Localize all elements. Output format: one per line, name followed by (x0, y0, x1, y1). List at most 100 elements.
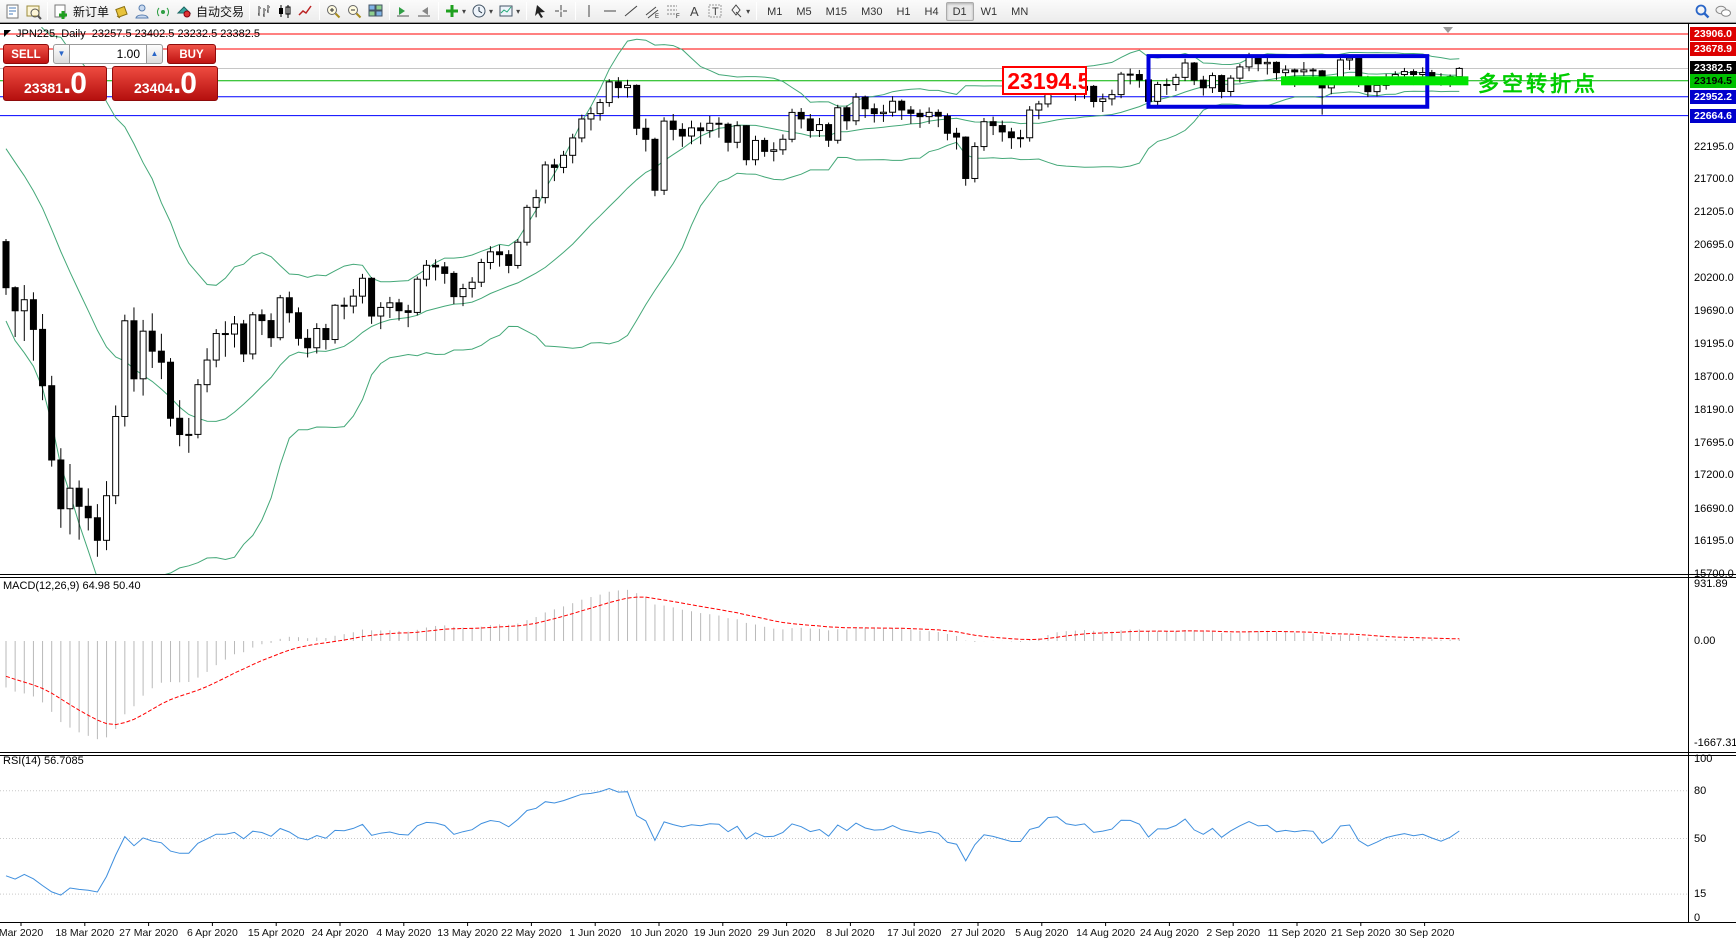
shapes-icon[interactable]: ▾ (726, 1, 753, 21)
candle-body (1400, 71, 1408, 76)
quote-panel-collapse-icon[interactable] (4, 30, 11, 37)
timeframe-button-m1[interactable]: M1 (767, 5, 783, 18)
buy-price-display[interactable]: 23404.0 (112, 66, 218, 101)
chart-window[interactable]: JPN225, Daily 23257.5 23402.5 23232.5 23… (0, 23, 1736, 941)
periods-icon[interactable]: ▾ (469, 1, 496, 21)
candle-body (980, 121, 988, 148)
indicators-dropdown-icon[interactable]: ▾ (462, 6, 467, 16)
templates-icon[interactable]: ▾ (496, 1, 523, 21)
search-icon[interactable] (1692, 1, 1713, 21)
sell-price-display[interactable]: 23381.0 (3, 66, 107, 101)
text-label-icon[interactable]: T (705, 1, 726, 21)
candle-body (441, 266, 449, 274)
thick-green-level-annotation (1281, 76, 1469, 86)
channel-icon[interactable]: E (642, 1, 663, 21)
timeframe-button-h4[interactable]: H4 (924, 5, 939, 18)
candle-body (20, 299, 28, 312)
rsi-scale-label: 80 (1694, 784, 1707, 797)
candle-body (1181, 62, 1189, 78)
date-label: 18 Mar 2020 (55, 927, 115, 939)
buy-button[interactable]: BUY (167, 44, 216, 64)
zoom-in-icon[interactable] (323, 1, 344, 21)
vertical-line-icon[interactable] (579, 1, 600, 21)
timeframe-button-m30[interactable]: M30 (861, 5, 883, 18)
candle-body (1108, 94, 1116, 100)
candle-body (1236, 66, 1244, 79)
candle-body (48, 385, 56, 461)
candle-body (1455, 67, 1463, 78)
sell-button[interactable]: SELL (3, 44, 49, 64)
new-order-button[interactable]: 新订单 (51, 1, 111, 21)
profiles-icon[interactable] (23, 1, 44, 21)
cursor-icon[interactable] (530, 1, 551, 21)
candle-body (267, 320, 275, 339)
candle-body (486, 251, 494, 263)
candle-body (240, 323, 248, 355)
candle-body (103, 495, 111, 541)
candle-body (313, 328, 321, 349)
autotrade-button[interactable]: 自动交易 (174, 1, 246, 21)
line-chart-type-icon[interactable] (295, 1, 316, 21)
horizontal-line-icon[interactable] (600, 1, 621, 21)
date-label: 8 Jul 2020 (826, 927, 875, 939)
shapes-dropdown-icon[interactable]: ▾ (746, 6, 751, 16)
candle-body (212, 333, 220, 361)
tile-windows-icon[interactable] (365, 1, 386, 21)
candle-body (11, 287, 19, 312)
periods-dropdown-icon[interactable]: ▾ (489, 6, 494, 16)
volume-input[interactable] (70, 44, 146, 64)
indicators-icon[interactable]: ▾ (442, 1, 469, 21)
candle-body (1419, 72, 1427, 76)
timeframe-button-h1[interactable]: H1 (896, 5, 911, 18)
toolbar-separator (575, 2, 577, 20)
candle-body (249, 314, 257, 355)
toolbar-separator (389, 2, 391, 20)
zoom-out-icon[interactable] (344, 1, 365, 21)
timeframe-button-w1[interactable]: W1 (980, 5, 998, 18)
date-label: 14 Aug 2020 (1076, 927, 1136, 939)
timeframe-button-mn[interactable]: MN (1011, 5, 1029, 18)
signals-icon[interactable] (153, 1, 174, 21)
templates-dropdown-icon[interactable]: ▾ (516, 6, 521, 16)
candle-chart-type-icon[interactable] (274, 1, 295, 21)
candle-body (1309, 69, 1317, 72)
fibonacci-icon[interactable]: F (663, 1, 684, 21)
crosshair-icon[interactable] (551, 1, 572, 21)
timeframe-button-m15[interactable]: M15 (825, 5, 848, 18)
timeframe-button-m5[interactable]: M5 (796, 5, 812, 18)
candle-body (642, 127, 650, 140)
sell-price-main: 23381 (24, 80, 63, 96)
candle-body (468, 281, 476, 290)
candle-body (121, 320, 129, 417)
candle-body (413, 278, 421, 313)
candle-body (1126, 73, 1134, 76)
candle-body (496, 251, 504, 256)
timeframe-button-d1[interactable]: D1 (945, 1, 974, 21)
macd-scale-label: 0.00 (1694, 635, 1716, 647)
chart-canvas[interactable] (0, 24, 1736, 941)
text-icon[interactable]: A (684, 1, 705, 21)
price-callout-box[interactable]: 23194.5 (1002, 65, 1088, 95)
candle-body (386, 302, 394, 308)
styler-icon[interactable] (111, 1, 132, 21)
candle-body (587, 113, 595, 120)
volume-decrease-button[interactable]: ▼ (53, 44, 70, 64)
trendline-icon[interactable] (621, 1, 642, 21)
date-label: 6 Apr 2020 (186, 927, 238, 939)
chart-shift-icon[interactable] (414, 1, 435, 21)
community-icon[interactable] (132, 1, 153, 21)
auto-scroll-icon[interactable] (393, 1, 414, 21)
chart-title: JPN225, Daily 23257.5 23402.5 23232.5 23… (16, 28, 261, 40)
toolbar-separator (526, 2, 528, 20)
candle-body (450, 272, 458, 298)
volume-increase-button[interactable]: ▲ (146, 44, 163, 64)
annotation-note-text[interactable]: 多空转折点 (1478, 72, 1598, 96)
new-chart-icon[interactable] (2, 1, 23, 21)
candle-body (304, 337, 312, 349)
bar-chart-type-icon[interactable] (253, 1, 274, 21)
candle-body (404, 310, 412, 313)
toolbar-separator (249, 2, 251, 20)
candle-body (843, 107, 851, 122)
candle-body (1172, 76, 1180, 86)
chat-icon[interactable] (1713, 1, 1734, 21)
